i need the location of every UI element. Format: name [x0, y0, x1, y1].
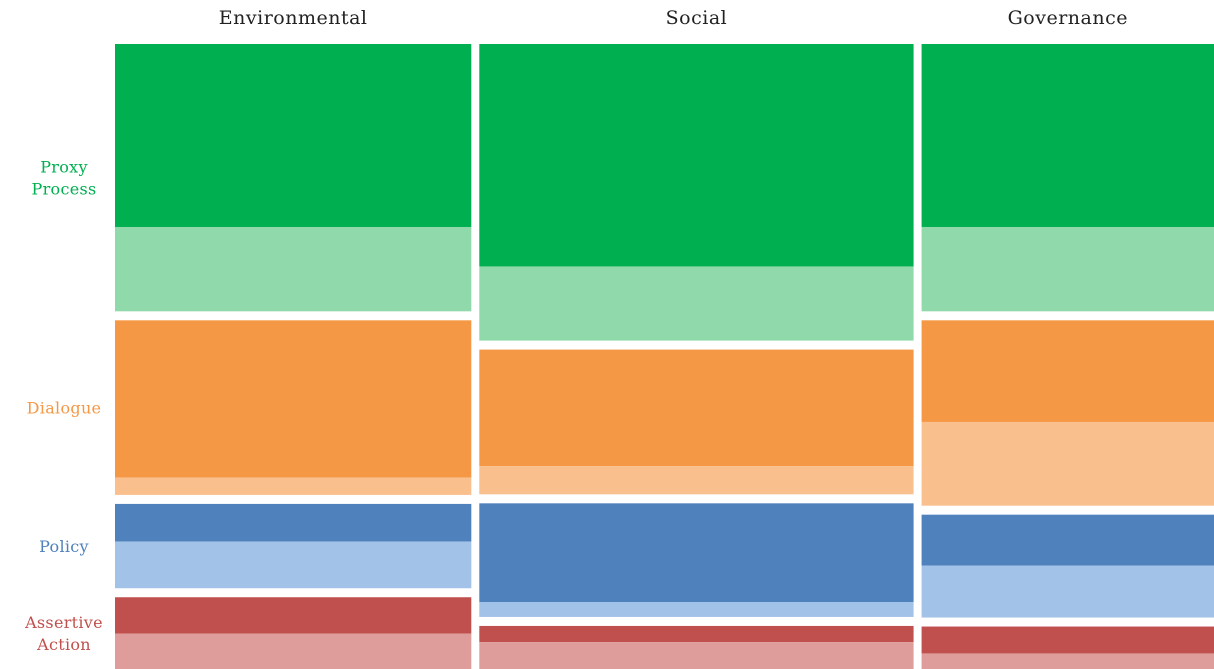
tile-governance-dialogue-dark	[921, 320, 1214, 422]
tile-governance-proxy-process-dark	[921, 44, 1214, 227]
tile-environmental-assertive-action-dark	[115, 597, 472, 634]
row-label-assertive-action: Assertive Action	[24, 613, 103, 654]
row-label-line: Proxy	[40, 158, 88, 177]
row-label-line: Process	[32, 180, 97, 199]
row-label-policy: Policy	[39, 537, 89, 556]
row-label-proxy-process: Proxy Process	[32, 158, 97, 199]
tile-governance-dialogue-light	[921, 421, 1214, 506]
column-labels: Environmental Social Governance	[219, 7, 1128, 29]
tile-social-dialogue-dark	[479, 349, 914, 467]
tile-environmental-proxy-process-light	[115, 226, 472, 312]
tile-environmental-proxy-process-dark	[115, 44, 472, 227]
mosaic-tiles	[115, 44, 1214, 669]
tile-governance-policy-light	[921, 565, 1214, 618]
tile-governance-proxy-process-light	[921, 226, 1214, 312]
tile-environmental-policy-light	[115, 541, 472, 589]
tile-social-dialogue-light	[479, 466, 914, 495]
column-label-governance: Governance	[1008, 7, 1128, 29]
row-labels: Proxy Process Dialogue Policy Assertive Actio…	[24, 158, 103, 654]
row-label-line: Policy	[39, 537, 89, 556]
tile-social-assertive-action-light	[479, 642, 914, 669]
tile-social-policy-light	[479, 601, 914, 617]
row-label-dialogue: Dialogue	[27, 399, 102, 418]
row-label-line: Dialogue	[27, 399, 102, 418]
tile-governance-policy-dark	[921, 514, 1214, 566]
column-label-social: Social	[666, 7, 728, 29]
tile-social-assertive-action-dark	[479, 625, 914, 643]
tile-environmental-dialogue-light	[115, 477, 472, 495]
tile-social-policy-dark	[479, 503, 914, 602]
tile-environmental-assertive-action-light	[115, 633, 472, 669]
tile-environmental-policy-dark	[115, 503, 472, 542]
tile-social-proxy-process-light	[479, 266, 914, 341]
tile-social-proxy-process-dark	[479, 44, 914, 267]
column-label-environmental: Environmental	[219, 7, 368, 29]
tile-governance-assertive-action-light	[921, 653, 1214, 669]
row-label-line: Action	[36, 635, 91, 654]
tile-governance-assertive-action-dark	[921, 626, 1214, 654]
tile-environmental-dialogue-dark	[115, 320, 472, 478]
row-label-line: Assertive	[24, 613, 103, 632]
